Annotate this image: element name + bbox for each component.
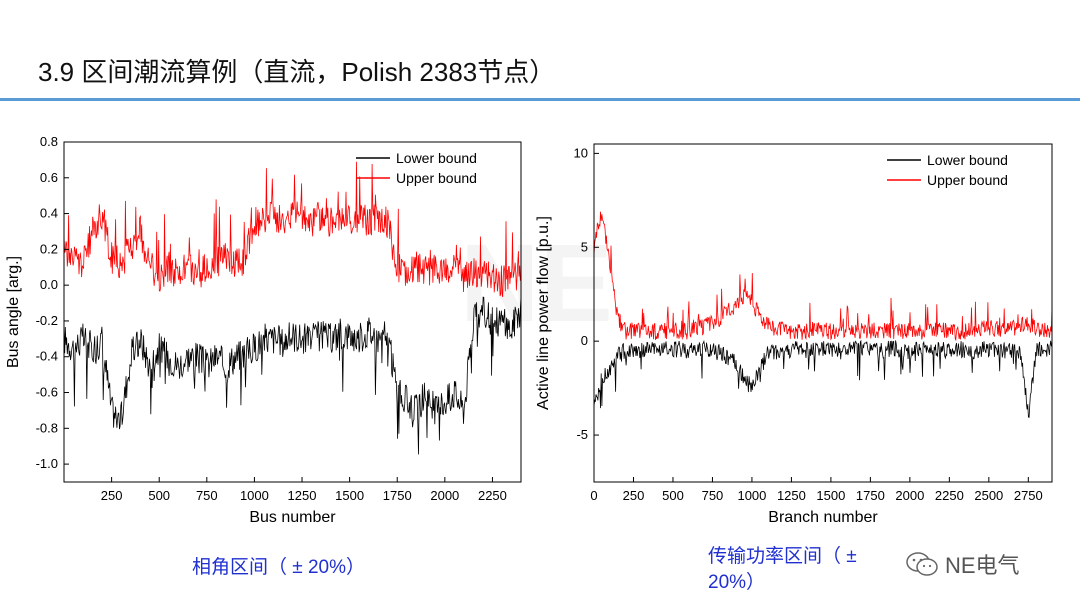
- caption-power-interval: 传输功率区间（ ± 20%）: [708, 546, 857, 593]
- x-axis-label: Bus number: [249, 509, 336, 526]
- series-line-upper: [63, 161, 522, 298]
- plot-frame: [593, 143, 1053, 483]
- y-tick-label: -0.2: [36, 313, 58, 328]
- legend-label-0: Lower bound: [927, 152, 1008, 168]
- bus-angle-chart: 250 500 750 1000 1250 1500 1750 2000 2250 0.8 0.6 0…: [5, 134, 522, 526]
- y-tick-label: -0.4: [36, 349, 58, 364]
- x-tick-label: 750: [196, 488, 218, 503]
- x-tick-label: 2750: [1014, 488, 1043, 503]
- x-tick-label: 500: [148, 488, 170, 503]
- series-line-lower: [63, 296, 522, 455]
- x-tick-label: 1500: [816, 488, 845, 503]
- y-axis-label: Bus angle [arg.]: [5, 256, 22, 368]
- x-tick-label: 1250: [288, 488, 317, 503]
- series-line-upper: [593, 211, 1053, 342]
- legend-label-0: Lower bound: [396, 150, 477, 166]
- y-tick-label: 0.0: [40, 277, 58, 292]
- x-tick-label: 250: [623, 488, 645, 503]
- line-flow-chart: 0 250 500 750 1000 1250 1500 1750 2000 2250 2500 27…: [535, 143, 1053, 526]
- x-tick-label: 1500: [335, 488, 364, 503]
- x-tick-label: 1750: [383, 488, 412, 503]
- y-axis-label: Active line power flow [p.u.]: [535, 216, 552, 410]
- wechat-watermark: NE电气: [905, 548, 1020, 580]
- x-tick-label: 0: [590, 488, 597, 503]
- title-divider: [0, 98, 1080, 101]
- x-tick-label: 2250: [935, 488, 964, 503]
- x-tick-label: 250: [101, 488, 123, 503]
- wechat-icon: [906, 552, 938, 576]
- y-tick-label: -0.6: [36, 385, 58, 400]
- x-tick-label: 1000: [737, 488, 766, 503]
- plot-frame: [63, 141, 522, 483]
- y-tick-label: -0.8: [36, 420, 58, 435]
- x-tick-label: 1000: [240, 488, 269, 503]
- x-tick-label: 1250: [777, 488, 806, 503]
- y-tick-label: 0.8: [40, 134, 58, 149]
- y-tick-label: 0.2: [40, 241, 58, 256]
- watermark-text: NE电气: [945, 553, 1020, 578]
- x-tick-label: 1750: [856, 488, 885, 503]
- caption-angle-interval: 相角区间（ ± 20%）: [192, 557, 366, 578]
- y-tick-label: 0: [581, 333, 588, 348]
- x-tick-label: 2000: [430, 488, 459, 503]
- x-tick-label: 2500: [974, 488, 1003, 503]
- x-tick-label: 2000: [895, 488, 924, 503]
- y-tick-label: 0.4: [40, 206, 58, 221]
- legend-label-1: Upper bound: [396, 170, 477, 186]
- legend-label-1: Upper bound: [927, 172, 1008, 188]
- x-tick-label: 2250: [478, 488, 507, 503]
- x-axis-label: Branch number: [768, 509, 878, 526]
- page-title: 3.9 区间潮流算例（直流，Polish 2383节点）: [38, 57, 556, 87]
- x-tick-label: 500: [662, 488, 684, 503]
- series-line-lower: [593, 339, 1053, 418]
- x-tick-label: 750: [702, 488, 724, 503]
- y-tick-label: 0.6: [40, 170, 58, 185]
- y-tick-label: 5: [581, 239, 588, 254]
- y-tick-label: -1.0: [36, 456, 58, 471]
- y-tick-label: 10: [574, 145, 588, 160]
- y-tick-label: -5: [576, 427, 588, 442]
